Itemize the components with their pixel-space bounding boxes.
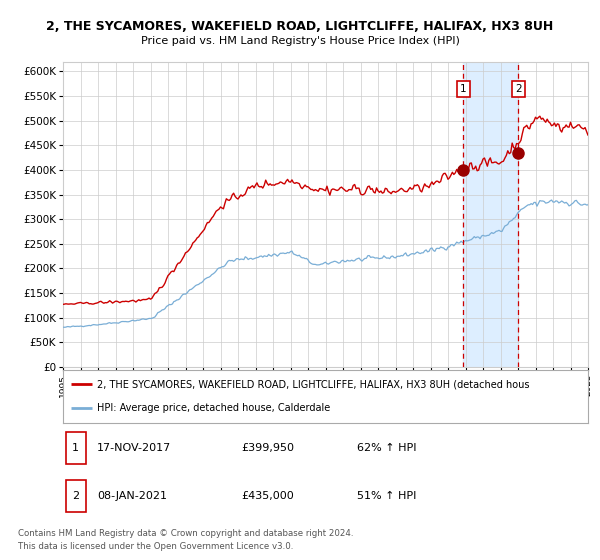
Text: 2, THE SYCAMORES, WAKEFIELD ROAD, LIGHTCLIFFE, HALIFAX, HX3 8UH: 2, THE SYCAMORES, WAKEFIELD ROAD, LIGHTC… [46, 20, 554, 32]
Text: 2: 2 [72, 491, 79, 501]
Text: 08-JAN-2021: 08-JAN-2021 [97, 491, 167, 501]
Text: 51% ↑ HPI: 51% ↑ HPI [357, 491, 416, 501]
Text: 1: 1 [460, 84, 467, 94]
Bar [65, 480, 86, 512]
Text: Price paid vs. HM Land Registry's House Price Index (HPI): Price paid vs. HM Land Registry's House … [140, 36, 460, 46]
Text: Contains HM Land Registry data © Crown copyright and database right 2024.
This d: Contains HM Land Registry data © Crown c… [18, 529, 353, 550]
Text: 2, THE SYCAMORES, WAKEFIELD ROAD, LIGHTCLIFFE, HALIFAX, HX3 8UH (detached hous: 2, THE SYCAMORES, WAKEFIELD ROAD, LIGHTC… [97, 380, 530, 390]
Text: HPI: Average price, detached house, Calderdale: HPI: Average price, detached house, Cald… [97, 403, 331, 413]
Text: 2: 2 [515, 84, 521, 94]
Text: 1: 1 [72, 443, 79, 453]
Text: 62% ↑ HPI: 62% ↑ HPI [357, 443, 416, 453]
Bar [65, 432, 86, 464]
Text: £435,000: £435,000 [241, 491, 294, 501]
Text: 17-NOV-2017: 17-NOV-2017 [97, 443, 172, 453]
Text: £399,950: £399,950 [241, 443, 295, 453]
Bar [463, 62, 518, 367]
